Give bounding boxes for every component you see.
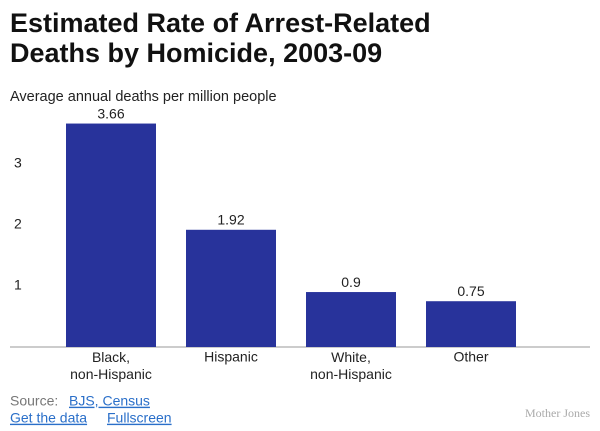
chart-title: Estimated Rate of Arrest-Related Deaths b… — [10, 8, 431, 68]
logo: Mother Jones — [525, 406, 590, 420]
fullscreen-link[interactable]: Fullscreen — [107, 410, 172, 426]
bar — [306, 292, 396, 347]
value-label: 0.75 — [457, 283, 484, 299]
value-label: 1.92 — [217, 211, 244, 227]
x-tick-label: White, non-Hispanic — [310, 349, 392, 382]
value-label: 3.66 — [97, 105, 124, 121]
x-tick-label: Hispanic — [204, 349, 258, 365]
y-tick-label: 3 — [14, 155, 22, 171]
x-tick-label: Other — [453, 349, 488, 365]
chart-subtitle: Average annual deaths per million people — [10, 89, 277, 105]
source-link[interactable]: BJS, Census — [69, 393, 150, 409]
bar — [186, 229, 276, 347]
bar — [426, 301, 516, 347]
x-tick-label: Black, non-Hispanic — [70, 349, 152, 382]
y-tick-label: 2 — [14, 216, 22, 232]
source-label: Source: — [10, 393, 58, 409]
value-label: 0.9 — [341, 274, 361, 290]
get-data-link[interactable]: Get the data — [10, 410, 87, 426]
bar — [66, 123, 156, 348]
y-tick-label: 1 — [14, 277, 22, 293]
